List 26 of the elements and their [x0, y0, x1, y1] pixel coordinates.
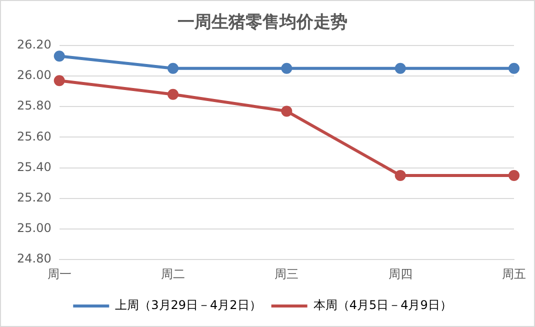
- y-tick-label: 25.20: [16, 190, 52, 205]
- point: [281, 106, 292, 117]
- y-tick-label: 26.20: [16, 38, 52, 52]
- y-tick-label: 26.00: [16, 68, 52, 82]
- x-tick-label: 周二: [161, 266, 186, 281]
- point: [168, 62, 179, 74]
- point: [54, 75, 65, 86]
- y-tick-label: 25.00: [16, 221, 52, 236]
- x-tick-label: 周一: [47, 266, 72, 281]
- y-tick-label: 25.80: [16, 98, 52, 113]
- point: [281, 62, 292, 74]
- legend-label: 上周（3月29日－4月2日）: [115, 298, 262, 312]
- legend-label: 本周（4月5日－4月9日）: [313, 298, 452, 312]
- x-tick-label: 周三: [274, 266, 299, 281]
- chart-title: 一周生猪零售均价走势: [178, 12, 348, 33]
- y-tick-label: 25.40: [16, 160, 52, 174]
- point: [508, 170, 520, 181]
- y-tick-label: 24.80: [16, 252, 52, 266]
- point: [508, 62, 520, 74]
- x-tick-label: 周四: [388, 266, 412, 281]
- point: [168, 88, 179, 100]
- point: [394, 62, 406, 74]
- y-tick-label: 25.60: [16, 129, 52, 144]
- point: [54, 50, 65, 62]
- point: [394, 170, 406, 181]
- x-tick-label: 周五: [502, 266, 526, 281]
